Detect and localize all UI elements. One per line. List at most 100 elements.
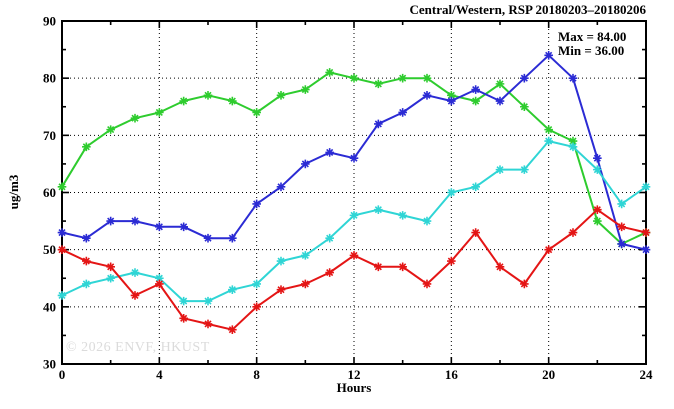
green-series-point-h0 xyxy=(57,182,67,192)
blue-series-point-h20 xyxy=(544,51,553,60)
cyan-series-point-h5 xyxy=(179,296,188,306)
cyan-series-point-h14 xyxy=(398,211,407,220)
green-series-point-h3 xyxy=(130,113,140,123)
y-tick-label-70: 70 xyxy=(43,128,56,143)
y-tick-label-50: 50 xyxy=(43,242,56,257)
blue-series-point-h11 xyxy=(325,148,334,157)
red-series-point-h16 xyxy=(447,256,456,266)
green-series-point-h7 xyxy=(228,96,237,106)
cyan-series-point-h19 xyxy=(520,165,529,174)
green-series-point-h16 xyxy=(447,91,456,100)
green-series-point-h9 xyxy=(276,91,286,100)
green-series-point-h19 xyxy=(520,102,529,112)
green-series-point-h18 xyxy=(495,79,505,89)
x-tick-label-0: 0 xyxy=(59,367,66,382)
blue-series-point-h13 xyxy=(374,119,383,129)
red-series-point-h0 xyxy=(57,245,67,254)
blue-series-point-h16 xyxy=(447,96,456,106)
blue-series-point-h12 xyxy=(349,153,359,163)
green-series-point-h12 xyxy=(349,73,359,83)
red-series-point-h12 xyxy=(349,251,359,260)
green-series-point-h5 xyxy=(179,96,188,106)
cyan-series-point-h6 xyxy=(203,296,213,306)
red-series-point-h6 xyxy=(203,319,213,329)
green-series-point-h11 xyxy=(325,68,334,77)
blue-series-point-h1 xyxy=(82,233,91,243)
green-series-point-h2 xyxy=(106,125,115,134)
blue-series-point-h10 xyxy=(301,159,310,169)
y-tick-label-80: 80 xyxy=(43,71,56,86)
green-series-point-h6 xyxy=(203,91,213,100)
watermark: © 2026 ENVF, HKUST xyxy=(66,340,210,355)
y-tick-label-60: 60 xyxy=(43,185,56,200)
cyan-series-point-h1 xyxy=(82,279,91,289)
cyan-series-point-h20 xyxy=(544,136,553,146)
green-series-point-h22 xyxy=(593,216,602,226)
cyan-series-point-h24 xyxy=(641,182,651,192)
cyan-series-point-h9 xyxy=(276,256,286,266)
cyan-series-point-h4 xyxy=(155,273,164,283)
cyan-series-point-h15 xyxy=(422,216,432,226)
blue-series-point-h0 xyxy=(57,228,67,237)
blue-series-point-h9 xyxy=(276,182,286,192)
blue-series-point-h14 xyxy=(398,108,407,117)
plot-frame xyxy=(61,20,647,365)
green-series-point-h13 xyxy=(374,79,383,89)
blue-series-point-h17 xyxy=(471,85,480,94)
red-series-point-h23 xyxy=(617,222,626,232)
blue-series-point-h2 xyxy=(106,216,115,226)
blue-series-point-h15 xyxy=(422,91,432,100)
red-series-point-h2 xyxy=(106,262,115,272)
red-series-point-h11 xyxy=(325,268,334,277)
green-series-point-h21 xyxy=(568,136,578,146)
cyan-series-point-h7 xyxy=(228,285,237,294)
y-tick-label-40: 40 xyxy=(43,299,56,314)
cyan-series-point-h21 xyxy=(568,142,578,152)
x-tick-label-4: 4 xyxy=(156,367,163,382)
red-series-markers xyxy=(57,205,651,334)
blue-series-point-h19 xyxy=(520,73,529,83)
red-series-point-h21 xyxy=(568,228,578,237)
blue-series-point-h6 xyxy=(203,233,213,243)
green-series-point-h17 xyxy=(471,96,480,106)
green-series-point-h4 xyxy=(155,108,164,117)
x-tick-label-8: 8 xyxy=(253,367,260,382)
green-series-point-h1 xyxy=(82,142,91,152)
red-series-point-h13 xyxy=(374,262,383,272)
legend-max-value: Max = 84.00 xyxy=(558,29,627,44)
red-series-point-h20 xyxy=(544,245,553,254)
cyan-series-point-h0 xyxy=(57,291,67,300)
red-series-point-h19 xyxy=(520,279,529,289)
cyan-series-point-h11 xyxy=(325,233,334,243)
red-series-point-h10 xyxy=(301,279,310,289)
x-tick-label-24: 24 xyxy=(640,367,654,382)
red-series-point-h5 xyxy=(179,313,188,323)
x-tick-label-12: 12 xyxy=(348,367,361,382)
blue-series-point-h4 xyxy=(155,222,164,232)
red-series-point-h7 xyxy=(228,325,237,334)
blue-series-point-h3 xyxy=(130,216,140,226)
cyan-series-point-h2 xyxy=(106,273,115,283)
x-tick-label-16: 16 xyxy=(445,367,459,382)
y-axis-label: ug/m3 xyxy=(6,174,21,210)
x-tick-label-20: 20 xyxy=(542,367,555,382)
cyan-series-point-h8 xyxy=(252,279,261,289)
blue-series-point-h5 xyxy=(179,222,188,232)
cyan-series-markers xyxy=(57,136,651,306)
cyan-series-point-h16 xyxy=(447,188,456,197)
cyan-series-point-h10 xyxy=(301,251,310,260)
red-series-point-h3 xyxy=(130,291,140,300)
stats-legend: Max = 84.00 Min = 36.00 xyxy=(558,30,626,58)
cyan-series-point-h18 xyxy=(495,165,505,174)
red-series-point-h1 xyxy=(82,256,91,266)
red-series-point-h4 xyxy=(155,279,164,289)
cyan-series-point-h22 xyxy=(593,165,602,174)
y-tick-label-30: 30 xyxy=(43,357,56,372)
green-series-point-h8 xyxy=(252,108,261,117)
y-tick-label-90: 90 xyxy=(43,14,56,29)
cyan-series-point-h12 xyxy=(349,211,359,220)
x-axis-label: Hours xyxy=(336,380,372,395)
red-series-point-h14 xyxy=(398,262,407,272)
